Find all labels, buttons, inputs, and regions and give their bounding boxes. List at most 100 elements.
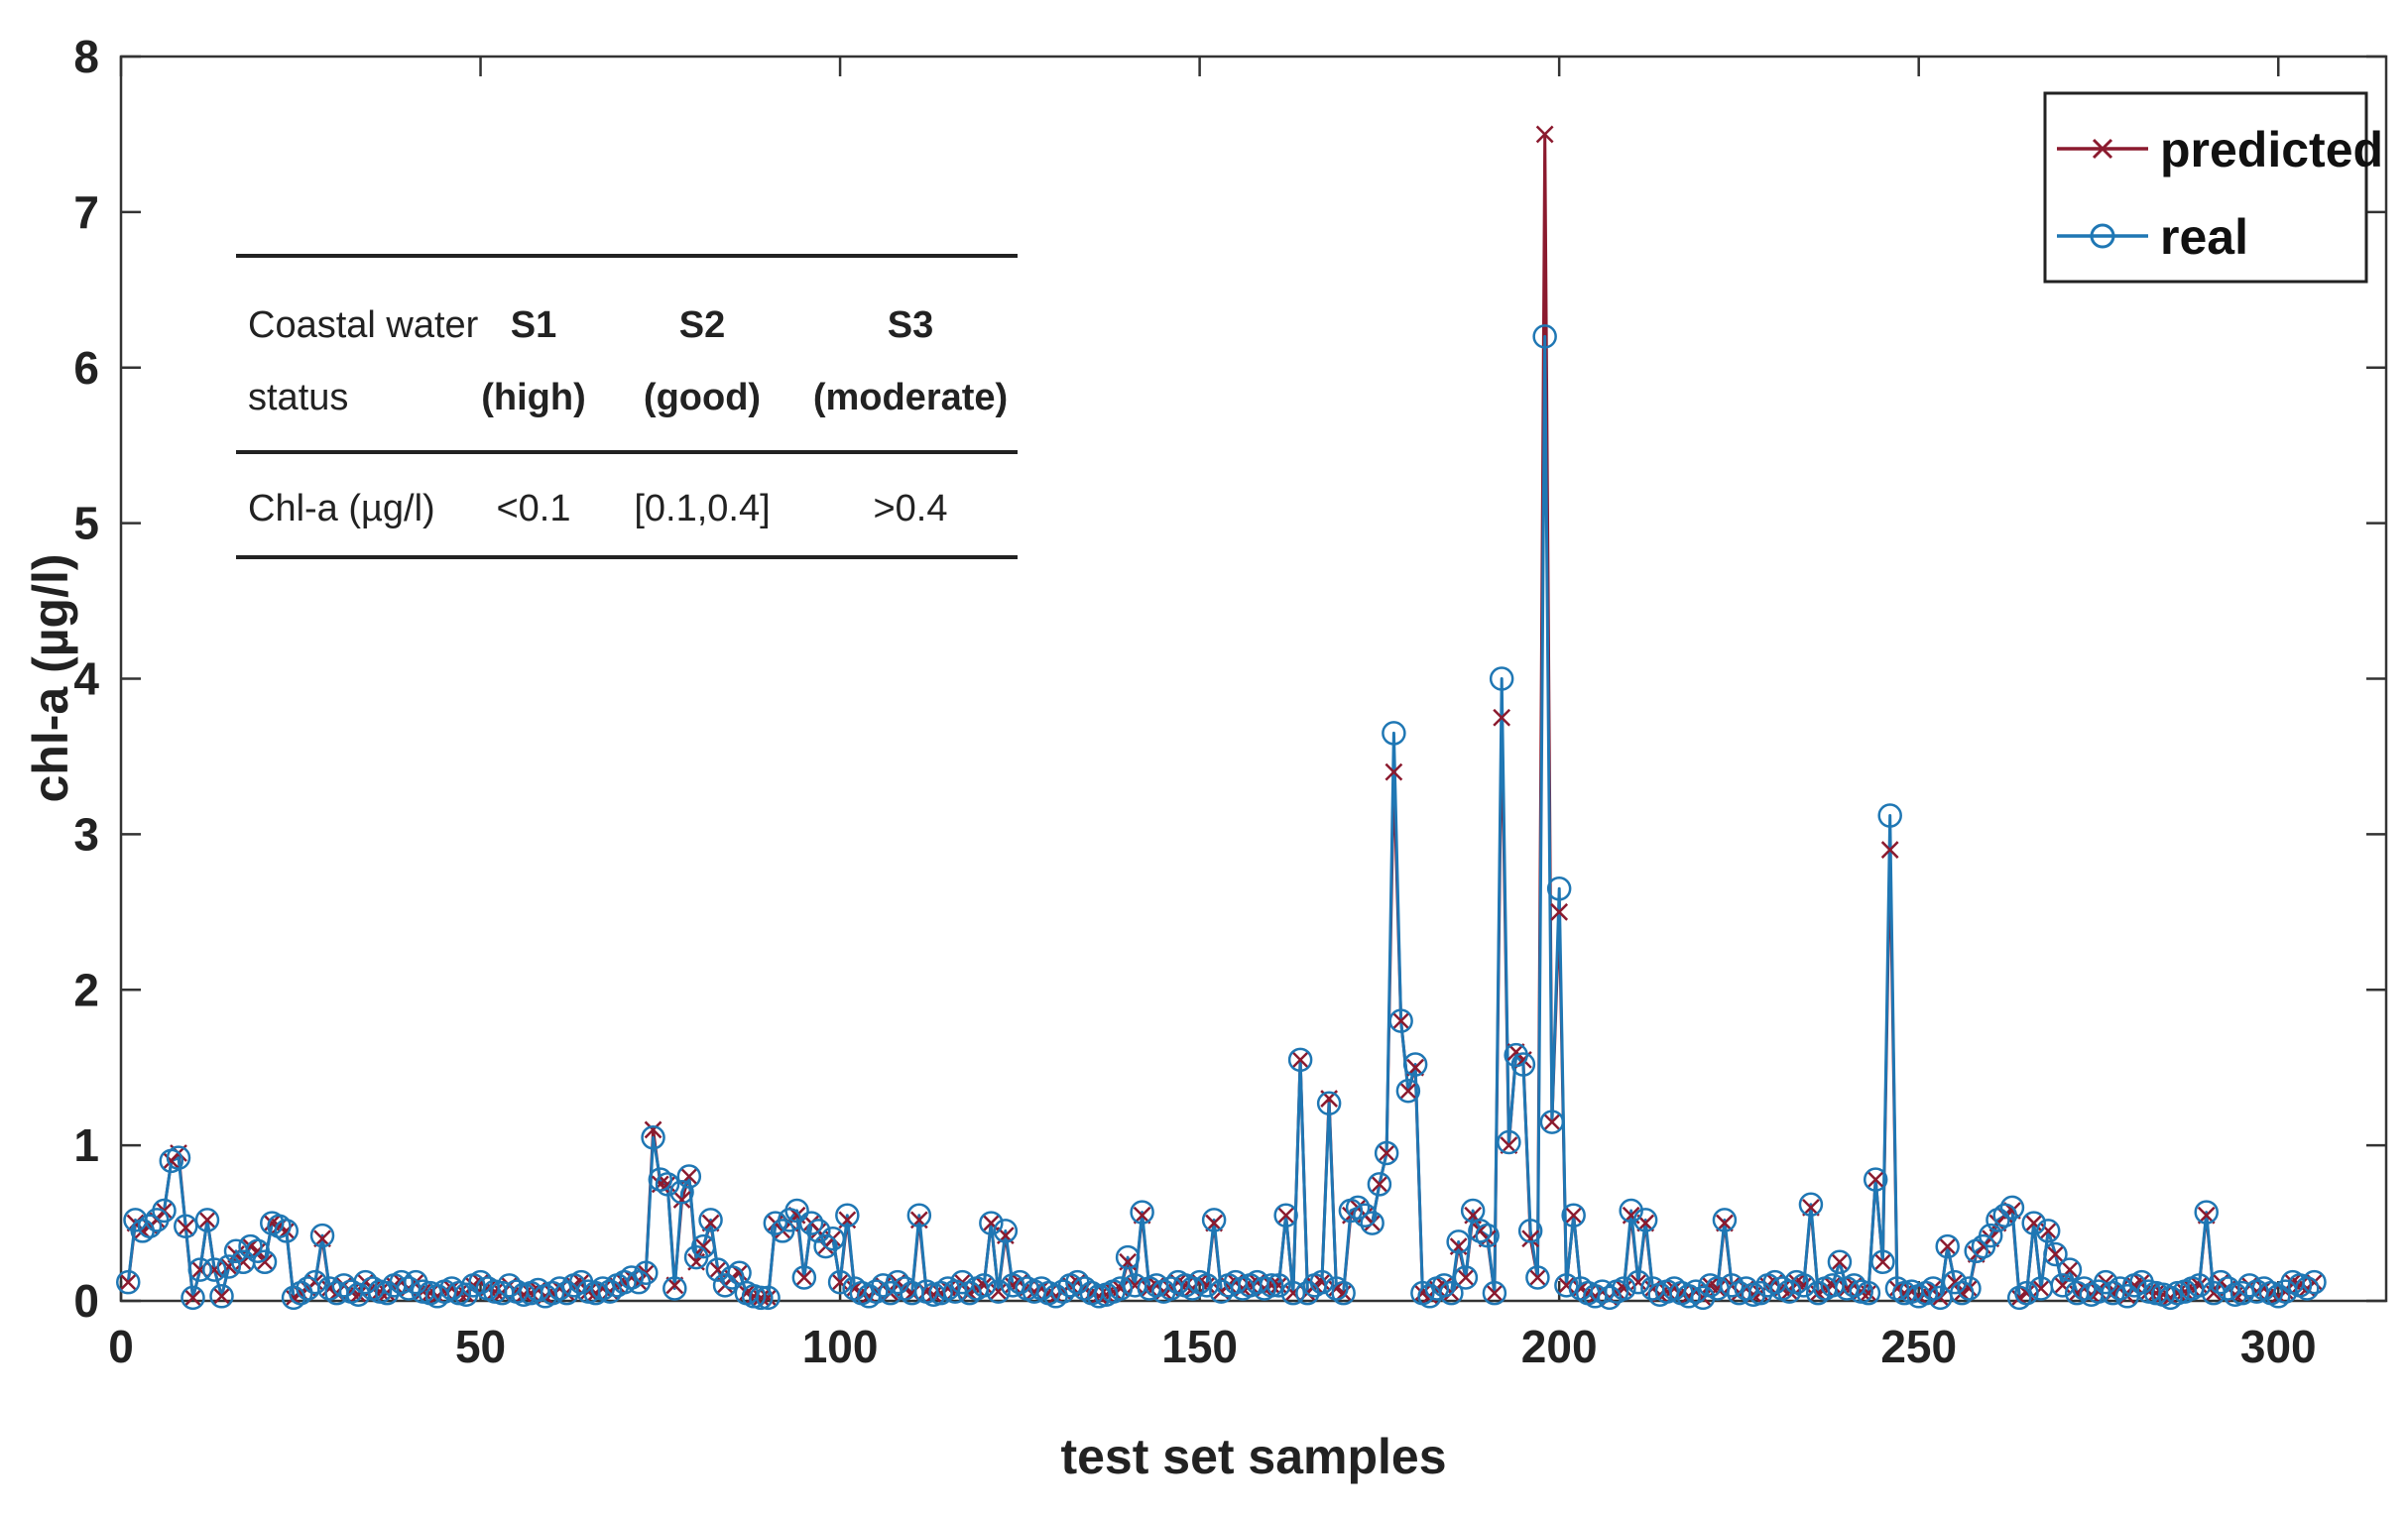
real-point xyxy=(1115,1244,1141,1270)
predicted-point xyxy=(2039,1222,2058,1240)
predicted-point xyxy=(2190,1276,2209,1295)
real-point xyxy=(1280,1280,1306,1306)
y-tick-label: 8 xyxy=(73,31,99,82)
predicted-point xyxy=(256,1252,274,1271)
predicted-point xyxy=(1557,1276,1576,1295)
real-point xyxy=(1978,1223,2003,1248)
legend-box xyxy=(2043,91,2368,284)
real-point xyxy=(1489,666,1514,691)
series-line-real xyxy=(126,334,2316,1300)
predicted-point xyxy=(672,1191,691,1209)
predicted-point xyxy=(1938,1237,1957,1255)
predicted-point xyxy=(119,1273,138,1292)
predicted-point xyxy=(212,1287,231,1306)
x-tick-label: 150 xyxy=(1161,1321,1238,1372)
real-point xyxy=(194,1208,220,1232)
real-point xyxy=(2107,1276,2132,1301)
x-tick-label: 100 xyxy=(802,1321,879,1372)
real-point xyxy=(791,1265,817,1290)
real-point xyxy=(1949,1280,1975,1306)
real-point xyxy=(1999,1195,2025,1221)
real-point xyxy=(1446,1229,1471,1254)
table-header-status-line2: status xyxy=(248,377,348,418)
real-point xyxy=(648,1167,673,1192)
real-point xyxy=(2072,1276,2097,1301)
predicted-point xyxy=(975,1276,993,1295)
real-point xyxy=(1130,1200,1154,1225)
predicted-point xyxy=(1823,1276,1842,1295)
table-row-s2: [0.1,0.4] xyxy=(634,488,770,529)
predicted-point xyxy=(1371,1175,1388,1194)
real-point xyxy=(1517,1219,1543,1243)
real-point xyxy=(720,1265,745,1290)
real-point xyxy=(1913,1280,1939,1306)
real-point xyxy=(2158,1285,2183,1311)
predicted-point xyxy=(1543,1112,1561,1131)
real-point xyxy=(1798,1192,1824,1217)
predicted-point xyxy=(1269,1276,1288,1295)
real-point xyxy=(820,1227,846,1251)
real-point xyxy=(1180,1276,1205,1301)
predicted-point xyxy=(1399,1082,1417,1101)
real-point xyxy=(1957,1276,1982,1301)
real-point xyxy=(238,1233,263,1259)
predicted-point xyxy=(1111,1279,1130,1298)
real-point xyxy=(1525,1265,1550,1290)
real-point xyxy=(181,1285,205,1311)
table-header-s1: S1 xyxy=(511,304,556,346)
real-point xyxy=(1360,1211,1385,1235)
real-point xyxy=(1719,1273,1745,1298)
x-tick-label: 300 xyxy=(2240,1321,2317,1372)
real-point xyxy=(1382,721,1406,746)
x-tick-label: 250 xyxy=(1880,1321,1957,1372)
real-point xyxy=(1439,1280,1464,1306)
real-point xyxy=(1676,1284,1701,1309)
table-header-status-line1: Coastal water xyxy=(248,304,479,346)
table-header-s2-sub: (good) xyxy=(644,377,761,418)
real-point xyxy=(2294,1276,2320,1301)
series-markers xyxy=(116,125,2327,1311)
predicted-point xyxy=(1794,1276,1813,1295)
predicted-point xyxy=(1550,902,1569,921)
real-point xyxy=(1497,1129,1521,1155)
real-point xyxy=(137,1214,163,1238)
y-tick-label: 2 xyxy=(73,964,99,1015)
predicted-point xyxy=(1126,1276,1144,1295)
real-point xyxy=(2021,1211,2046,1235)
y-tick-label: 6 xyxy=(73,342,99,394)
real-point xyxy=(1612,1276,1636,1301)
legend-predicted-marker xyxy=(2092,138,2113,160)
predicted-point xyxy=(1291,1050,1310,1069)
table-header-s3: S3 xyxy=(888,304,933,346)
table-row-label: Chl-a (µg/l) xyxy=(248,488,435,529)
predicted-point xyxy=(1197,1276,1216,1295)
real-point xyxy=(756,1285,781,1311)
real-point xyxy=(971,1273,997,1298)
predicted-point xyxy=(1486,1284,1504,1303)
legend-predicted-label: predicted xyxy=(2160,122,2383,177)
real-point xyxy=(784,1198,809,1224)
real-point xyxy=(1345,1195,1371,1221)
real-point xyxy=(1374,1140,1399,1166)
table-header-s3-sub: (moderate) xyxy=(813,377,1008,418)
y-tick-label: 5 xyxy=(73,498,99,549)
real-point xyxy=(1482,1280,1507,1306)
real-point xyxy=(1108,1276,1134,1301)
predicted-point xyxy=(1860,1284,1877,1303)
real-point xyxy=(1309,1269,1335,1295)
predicted-point xyxy=(1873,1252,1892,1271)
real-point xyxy=(1712,1208,1738,1232)
real-point xyxy=(864,1279,889,1304)
predicted-point xyxy=(1090,1287,1108,1306)
real-point xyxy=(2006,1285,2032,1311)
real-point xyxy=(612,1269,637,1295)
table-header-s1-sub: (high) xyxy=(481,377,586,418)
real-point xyxy=(1324,1276,1349,1301)
predicted-point xyxy=(1385,762,1403,781)
predicted-point xyxy=(1378,1144,1396,1162)
real-point xyxy=(540,1280,565,1306)
real-point xyxy=(1842,1273,1866,1298)
real-point xyxy=(957,1280,982,1306)
real-point xyxy=(1625,1269,1651,1295)
real-point xyxy=(1072,1276,1097,1301)
